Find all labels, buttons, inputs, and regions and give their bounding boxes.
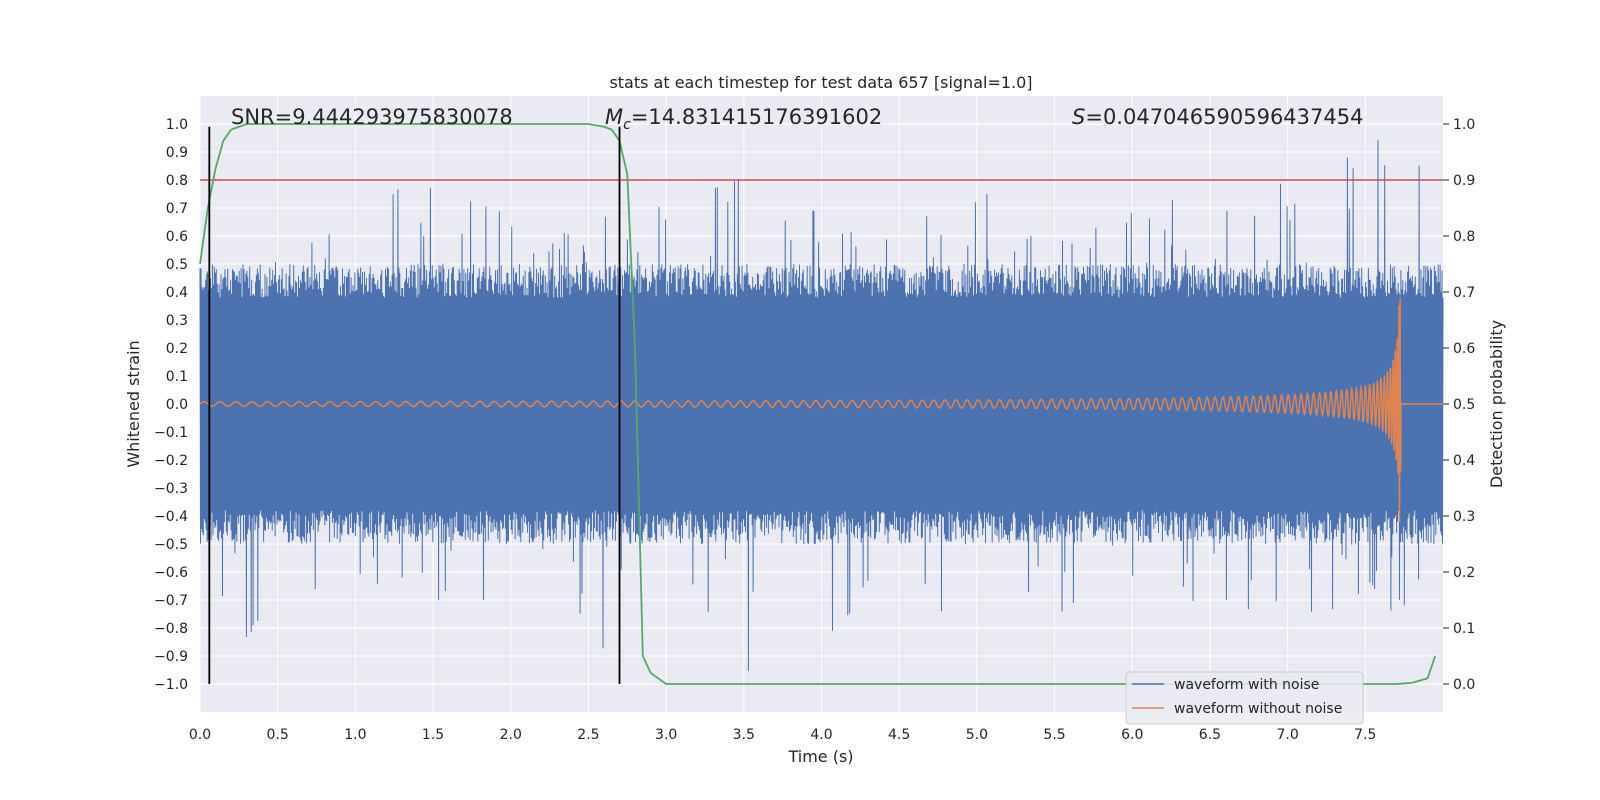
- s-annotation: S=0.047046590596437454: [1072, 105, 1363, 129]
- x-tick-label: 6.5: [1199, 727, 1221, 743]
- x-axis-label: Time (s): [787, 747, 853, 766]
- y-left-tick-label: −0.6: [154, 565, 188, 581]
- clean-waveform-line: [199, 297, 1443, 522]
- legend-label-clean: waveform without noise: [1174, 701, 1342, 717]
- legend-label-noise: waveform with noise: [1174, 677, 1319, 693]
- s-symbol: S: [1072, 105, 1085, 129]
- chirp-mass-value: =14.831415176391602: [631, 105, 882, 129]
- y-left-tick-label: 0.6: [166, 229, 188, 245]
- y-right-tick-label: 0.2: [1453, 565, 1475, 581]
- s-value: =0.047046590596437454: [1085, 105, 1363, 129]
- x-tick-label: 2.0: [500, 727, 522, 743]
- y-left-tick-label: 0.3: [166, 313, 188, 329]
- y-left-tick-label: −0.5: [154, 537, 188, 553]
- chirp-mass-subscript: c: [623, 117, 631, 133]
- y-left-tick-label: 0.5: [166, 257, 188, 273]
- x-tick-label: 0.5: [267, 727, 289, 743]
- x-tick-label: 7.0: [1276, 727, 1298, 743]
- y-left-tick-label: 0.0: [166, 397, 188, 413]
- snr-annotation: SNR=9.444293975830078: [231, 105, 513, 129]
- y-left-tick-label: 0.2: [166, 341, 188, 357]
- y-left-tick-label: −1.0: [154, 677, 188, 693]
- y-right-tick-label: 0.7: [1453, 285, 1475, 301]
- y-left-tick-label: 0.4: [166, 285, 188, 301]
- x-axis-ticks: 0.0 0.5 1.0 1.5 2.0 2.5 3.0 3.5 4.0 4.5 5.0 5.5 6.0 6…: [189, 727, 1377, 743]
- legend-box: [1125, 671, 1364, 725]
- y-axis-right-ticks: 1.0 0.9 0.8 0.7 0.6 0.5 0.4 0.3 0.2 0.1 0.0: [1443, 117, 1475, 693]
- x-tick-label: 3.0: [655, 727, 677, 743]
- x-tick-label: 7.5: [1354, 727, 1376, 743]
- y-right-tick-label: 0.1: [1453, 621, 1475, 637]
- x-tick-label: 3.5: [733, 727, 755, 743]
- y-left-tick-label: −0.3: [154, 481, 188, 497]
- legend: waveform with noise waveform without noi…: [1125, 671, 1364, 725]
- x-tick-label: 4.5: [888, 727, 910, 743]
- series-waveform-with-noise: [199, 139, 1444, 671]
- x-tick-label: 1.5: [422, 727, 444, 743]
- y-left-tick-label: 0.7: [166, 201, 188, 217]
- chart-title: stats at each timestep for test data 657…: [609, 73, 1032, 92]
- y-left-tick-label: 0.1: [166, 369, 188, 385]
- y-left-tick-label: −0.1: [154, 425, 188, 441]
- x-tick-label: 1.0: [344, 727, 366, 743]
- vertical-markers: [208, 126, 621, 684]
- y-left-tick-label: −0.7: [154, 593, 188, 609]
- y-right-tick-label: 1.0: [1453, 117, 1475, 133]
- y-right-tick-label: 0.0: [1453, 677, 1475, 693]
- y-axis-left-label: Whitened strain: [124, 340, 143, 467]
- y-left-tick-label: 0.8: [166, 173, 188, 189]
- y-left-tick-label: −0.9: [154, 649, 188, 665]
- x-tick-label: 5.5: [1043, 727, 1065, 743]
- y-left-tick-label: 0.9: [166, 145, 188, 161]
- y-right-tick-label: 0.9: [1453, 173, 1475, 189]
- y-right-tick-label: 0.3: [1453, 509, 1475, 525]
- y-left-tick-label: 1.0: [166, 117, 188, 133]
- chirp-mass-symbol: M: [605, 105, 623, 129]
- y-axis-right-label: Detection probability: [1487, 320, 1506, 488]
- y-left-tick-label: −0.4: [154, 509, 188, 525]
- noise-waveform-line: [199, 139, 1444, 671]
- x-tick-label: 2.5: [577, 727, 599, 743]
- y-left-tick-label: −0.2: [154, 453, 188, 469]
- y-right-tick-label: 0.6: [1453, 341, 1475, 357]
- x-tick-label: 4.0: [810, 727, 832, 743]
- y-right-tick-label: 0.4: [1453, 453, 1475, 469]
- y-right-tick-label: 0.8: [1453, 229, 1475, 245]
- series-waveform-without-noise: [199, 297, 1443, 522]
- x-tick-label: 0.0: [189, 727, 211, 743]
- x-tick-label: 5.0: [966, 727, 988, 743]
- y-left-tick-label: −0.8: [154, 621, 188, 637]
- chirp-mass-annotation: Mc=14.831415176391602: [605, 105, 882, 133]
- x-tick-label: 6.0: [1121, 727, 1143, 743]
- y-axis-left-ticks: 1.0 0.9 0.8 0.7 0.6 0.5 0.4 0.3 0.2 0.1 0.0 −0.1 −0.…: [154, 117, 188, 693]
- y-right-tick-label: 0.5: [1453, 397, 1475, 413]
